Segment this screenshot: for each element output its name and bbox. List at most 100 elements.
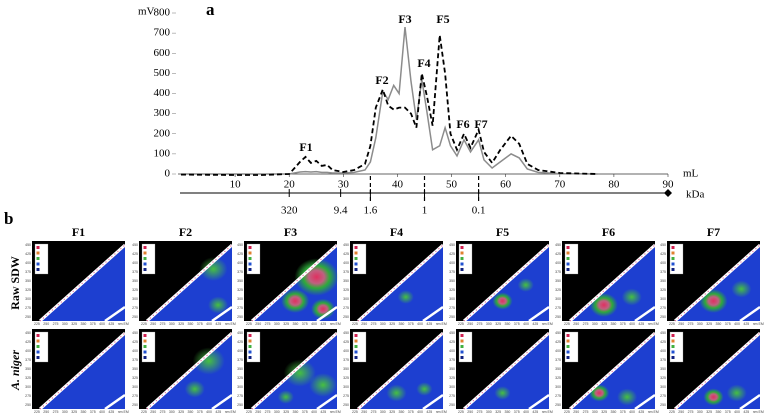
scatter-line [357,331,444,411]
eem-y-tick: 350 [555,367,561,371]
eem-x-tick: 300 [380,410,386,414]
eem-y-tick: 300 [660,297,666,301]
eem-y-tick: 325 [449,376,455,380]
eem-y-tick: 300 [449,385,455,389]
eem-panel [456,241,550,323]
eem-y-tick: 275 [449,306,455,310]
eem-x-tick: 425 [215,322,221,326]
eem-panel [350,241,444,323]
legend-swatch [460,350,464,354]
eem-x-tick: 350 [716,410,722,414]
eem-panel [32,241,126,323]
scatter-line [251,243,338,323]
eem-y-tick: 350 [237,279,243,283]
eem-x-tick: 225 [246,410,252,414]
eem-x-tick: 300 [380,322,386,326]
eem-x-tick: 350 [505,322,511,326]
legend-swatch [248,334,252,337]
scatter-line [211,393,233,411]
eem-y-tick: 350 [25,367,31,371]
eem-y-tick: 300 [449,297,455,301]
eem-y-tick: 450 [25,331,31,335]
eem-x-tick: 400 [99,322,105,326]
scatter-line [357,243,444,323]
fluorescence-peak [386,384,407,402]
eem-y-tick: 275 [555,394,561,398]
eem-x-tick: 350 [188,322,194,326]
fluorescence-peak [494,386,511,400]
column-label: F2 [179,225,192,239]
eem-y-tick: 350 [25,279,31,283]
eem-x-tick: 350 [399,322,405,326]
x-tick-label: 10 [230,179,242,191]
eem-y-tick: 425 [132,340,138,344]
y-tick-label: 0 [165,168,171,180]
eem-x-tick: 300 [169,322,175,326]
legend-swatch [671,257,675,260]
y-tick-label: 500 [154,67,171,79]
eem-x-tick: 375 [408,322,414,326]
eem-x-tick: 275 [53,410,59,414]
legend-swatch [143,334,147,337]
legend-swatch [36,262,40,266]
eem-y-tick: 375 [449,358,455,362]
legend-swatch [354,345,358,348]
fluorescence-peak [184,380,205,398]
eem-y-tick: 450 [343,243,349,247]
eem-x-tick: 225 [141,410,147,414]
eem-y-tick: 275 [237,306,243,310]
peak-label: F2 [375,73,388,87]
eem-y-tick: 400 [555,349,561,353]
eem-x-tick: 425 [426,322,432,326]
eem-y-tick: 250 [660,403,666,407]
eem-x-tick: 325 [178,322,184,326]
eem-panel [350,329,444,411]
eem-panel [667,241,761,323]
eem-y-tick: 400 [343,349,349,353]
eem-x-tick: 300 [486,322,492,326]
x-tick-label: 20 [284,179,296,191]
eem-y-tick: 450 [132,243,138,247]
eem-y-tick: 275 [343,394,349,398]
legend-swatch [671,251,675,255]
eem-x-tick: 275 [583,410,589,414]
eem-y-tick: 425 [343,340,349,344]
legend-swatch [354,339,358,343]
eem-x-tick: nm EM [118,322,129,326]
eem-y-tick: 275 [25,306,31,310]
eem-x-tick: nm EM [118,410,129,414]
eem-y-tick: 325 [555,288,561,292]
eem-x-tick: 325 [389,322,395,326]
eem-panel [139,241,233,323]
eem-x-tick: 400 [523,410,529,414]
eem-x-tick: 325 [178,410,184,414]
eem-x-tick: 250 [467,322,473,326]
eem-y-tick: 325 [25,376,31,380]
eem-x-tick: 325 [495,410,501,414]
eem-panel [32,329,126,411]
eem-y-tick: 350 [237,367,243,371]
x2-tick-label: 1.6 [364,205,378,217]
eem-x-tick: 225 [34,410,40,414]
legend-swatch [36,251,40,255]
eem-y-tick: 250 [237,403,243,407]
legend-swatch [671,339,675,343]
y-tick-label: 300 [154,107,171,119]
scatter-line [463,243,550,323]
eem-x-tick: 350 [81,322,87,326]
eem-y-tick: 300 [25,385,31,389]
eem-y-tick: 300 [132,385,138,389]
eem-x-tick: 250 [150,322,156,326]
column-label: F1 [72,225,85,239]
eem-x-tick: 400 [311,322,317,326]
scatter-line [39,331,126,411]
legend-swatch [354,246,358,249]
legend-swatch [143,339,147,343]
eem-x-tick: 350 [293,410,299,414]
eem-y-tick: 350 [132,367,138,371]
peak-label: F3 [398,12,411,26]
eem-x-tick: 300 [62,410,68,414]
y-tick-label: 400 [154,87,171,99]
eem-y-tick: 275 [25,394,31,398]
legend-swatch [671,268,675,271]
